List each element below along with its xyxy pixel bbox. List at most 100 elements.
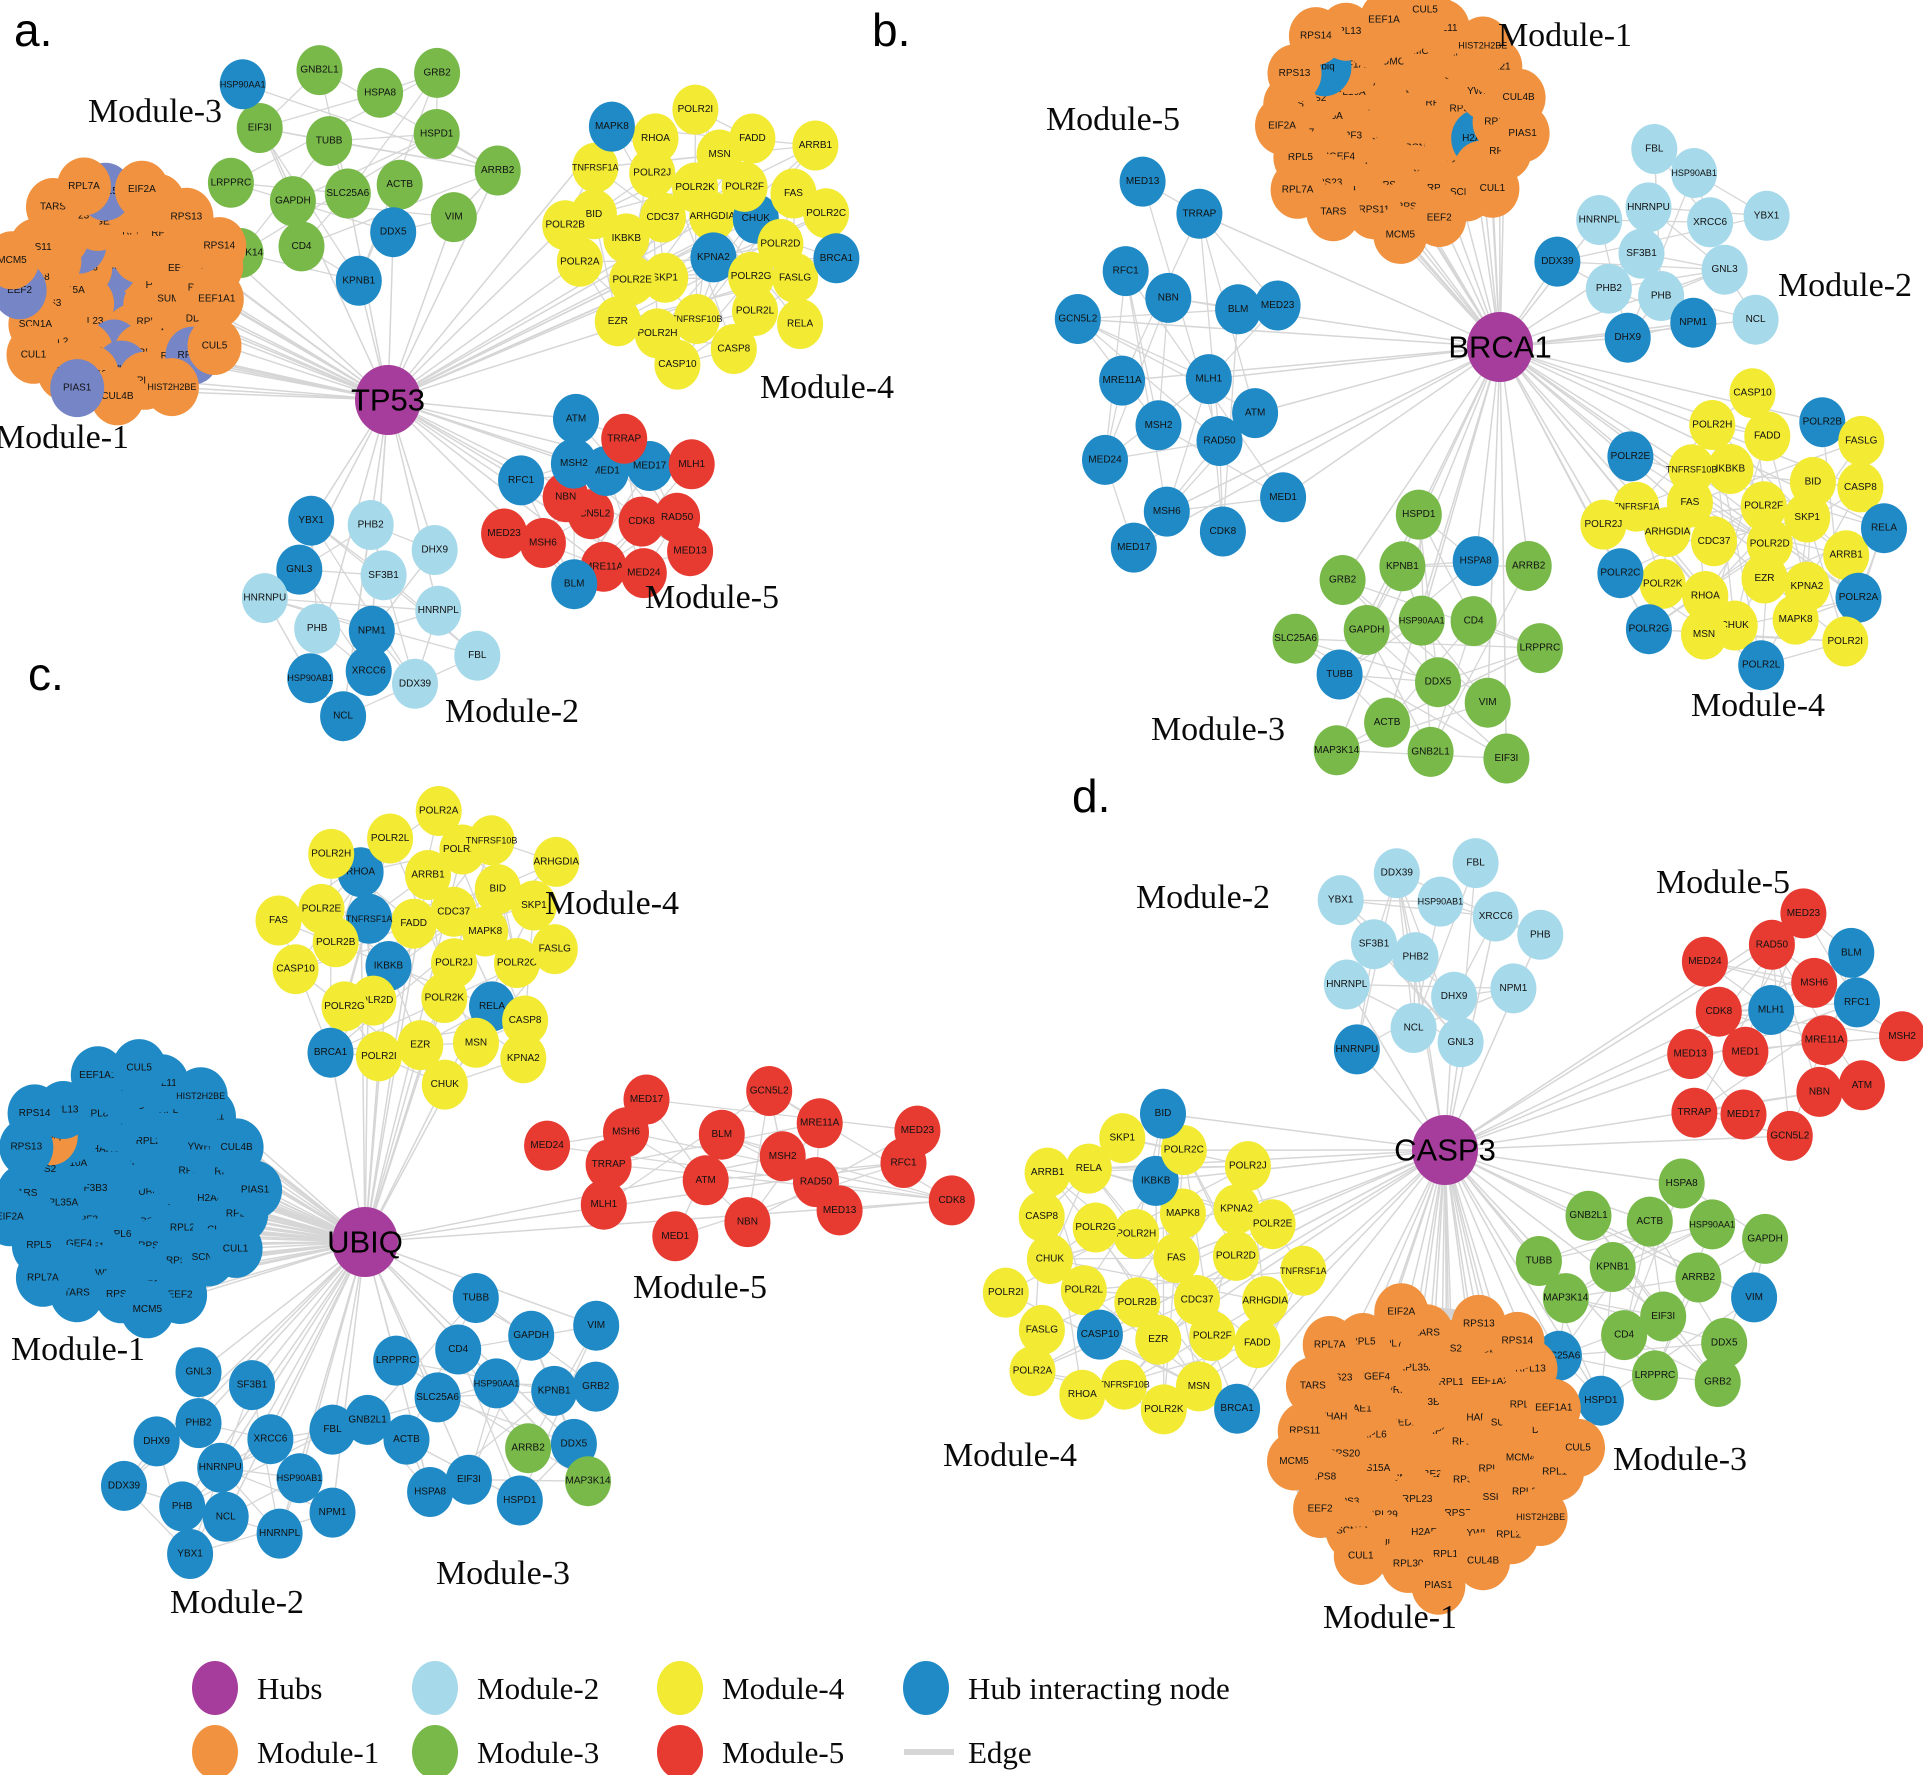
node-XRCC6[interactable]: XRCC6 [345,646,392,696]
node-MED1[interactable]: MED1 [1722,1026,1769,1077]
node-circle-CASP8[interactable] [502,995,549,1046]
node-circle-DHX9[interactable] [411,525,458,575]
node-ARRB2[interactable]: ARRB2 [474,145,521,196]
node-circle-EIF3I[interactable] [1640,1291,1687,1342]
node-VIM[interactable]: VIM [1464,677,1511,728]
node-POLR2G[interactable]: POLR2G [1072,1202,1119,1253]
node-circle-SKP1[interactable] [1099,1113,1146,1164]
node-RPL7A[interactable]: RPL7A [15,1248,70,1307]
node-circle-TUBB[interactable] [1316,649,1363,700]
node-circle-MRE11A[interactable] [1099,355,1146,406]
node-HSPA8[interactable]: HSPA8 [357,67,404,118]
node-circle-EIF2A[interactable] [1374,1283,1429,1342]
node-HNRNPU[interactable]: HNRNPU [1625,182,1672,233]
node-XRCC6[interactable]: XRCC6 [247,1414,294,1465]
node-circle-HSPD1[interactable] [1577,1375,1624,1426]
node-HNRNPU[interactable]: HNRNPU [1333,1024,1380,1075]
node-MAPK8[interactable]: MAPK8 [462,906,509,957]
node-circle-CASP10[interactable] [654,339,701,390]
node-circle-MSH6[interactable] [1143,486,1190,537]
node-circle-HSP90AB1[interactable] [287,653,334,704]
node-circle-ACTB[interactable] [1364,697,1411,748]
node-circle-MED1[interactable] [1722,1026,1769,1077]
node-circle-MCM5[interactable] [0,231,39,290]
node-circle-NPM1[interactable] [348,605,395,656]
node-circle-HSP90AB1[interactable] [1417,876,1464,927]
node-circle-MED17[interactable] [1720,1089,1767,1140]
node-circle-CDK8[interactable] [618,496,665,547]
node-TNFRSF1A[interactable]: TNFRSF1A [346,893,393,944]
node-circle-GRB2[interactable] [1694,1357,1741,1407]
node-circle-CASP10[interactable] [1729,368,1776,419]
node-circle-TRRAP[interactable] [1176,188,1223,239]
node-LRPPRC[interactable]: LRPPRC [1632,1350,1678,1401]
node-circle-EZR[interactable] [594,296,641,347]
node-circle-SLC25A6[interactable] [1272,613,1319,664]
node-circle-SKP1[interactable] [510,880,557,931]
node-TNFRSF10B[interactable]: TNFRSF10B [1098,1359,1150,1410]
node-HNRNPL[interactable]: HNRNPL [1576,195,1623,245]
node-circle-KPNB1[interactable] [335,255,382,306]
node-circle-MAP3K14[interactable] [1313,725,1360,776]
node-circle-MCM5[interactable] [1267,1432,1321,1491]
node-circle-CUL5[interactable] [187,317,242,375]
node-RPL7A[interactable]: RPL7A [1302,1316,1357,1374]
node-circle-CHUK[interactable] [1026,1234,1073,1284]
node-MED13[interactable]: MED13 [1667,1029,1714,1079]
node-circle-GAPDH[interactable] [1742,1213,1789,1264]
node-VIM[interactable]: VIM [573,1300,620,1351]
hub-TP53[interactable]: TP53 [351,365,425,435]
node-circle-CD4[interactable] [1601,1310,1648,1361]
node-circle-FBL[interactable] [1631,124,1678,174]
node-CUL5[interactable]: CUL5 [1398,0,1453,39]
node-CASP10[interactable]: CASP10 [1076,1309,1123,1360]
node-circle-MSH6[interactable] [519,518,566,568]
node-MAPK8[interactable]: MAPK8 [1159,1188,1206,1239]
node-MED13[interactable]: MED13 [816,1185,863,1236]
node-circle-POLR2C[interactable] [493,938,540,988]
node-circle-MRE11A[interactable] [796,1098,843,1149]
node-circle-ARRB2[interactable] [1675,1252,1722,1303]
node-POLR2L[interactable]: POLR2L [732,286,778,336]
node-XRCC6[interactable]: XRCC6 [1472,891,1519,942]
node-circle-RPL7A[interactable] [57,157,111,216]
node-CDC37[interactable]: CDC37 [1691,516,1737,567]
node-RFC1[interactable]: RFC1 [498,455,545,506]
node-HNRNPU[interactable]: HNRNPU [241,573,288,624]
node-circle-PHB[interactable] [294,603,341,654]
node-RPS14[interactable]: RPS14 [192,217,247,276]
node-circle-LRPPRC[interactable] [207,157,254,208]
node-circle-CD4[interactable] [435,1324,482,1375]
hub-circle-TP53[interactable] [355,365,421,435]
node-HNRNPL[interactable]: HNRNPL [415,585,462,636]
node-EEF1A1[interactable]: EEF1A1 [189,270,244,329]
node-circle-POLR2C[interactable] [1160,1125,1207,1176]
node-circle-KPNA2[interactable] [690,232,737,283]
node-circle-HSP90AA1[interactable] [1689,1199,1736,1250]
node-circle-HSPA8[interactable] [1452,536,1499,587]
node-circle-KPNB1[interactable] [1589,1242,1636,1292]
node-circle-RPS14[interactable] [7,1084,62,1143]
node-circle-POLR2C[interactable] [803,188,850,239]
node-circle-MAPK8[interactable] [462,906,509,957]
node-HSP90AB1[interactable]: HSP90AB1 [1417,876,1464,927]
node-CASP8[interactable]: CASP8 [1018,1191,1065,1242]
node-HSPD1[interactable]: HSPD1 [1395,489,1442,540]
node-MCM5[interactable]: MCM5 [0,231,39,290]
node-circle-RPL7A[interactable] [15,1248,70,1307]
node-circle-POLR2I[interactable] [355,1031,402,1082]
node-circle-CUL4B[interactable] [1456,1532,1511,1591]
node-POLR2E[interactable]: POLR2E [1607,431,1654,482]
node-PHB[interactable]: PHB [294,603,341,654]
node-PHB2[interactable]: PHB2 [1585,263,1632,314]
node-circle-POLR2H[interactable] [1689,400,1736,450]
node-circle-RPS14[interactable] [1288,7,1343,66]
node-EIF3I[interactable]: EIF3I [1483,733,1530,784]
node-GRB2[interactable]: GRB2 [1319,555,1366,605]
node-POLR2B[interactable]: POLR2B [1114,1277,1161,1328]
node-RAD50[interactable]: RAD50 [1748,919,1795,970]
node-HSP90AA1[interactable]: HSP90AA1 [1689,1199,1736,1250]
node-POLR2K[interactable]: POLR2K [421,973,468,1023]
node-circle-MED23[interactable] [481,508,528,559]
node-circle-SF3B1[interactable] [360,550,407,601]
